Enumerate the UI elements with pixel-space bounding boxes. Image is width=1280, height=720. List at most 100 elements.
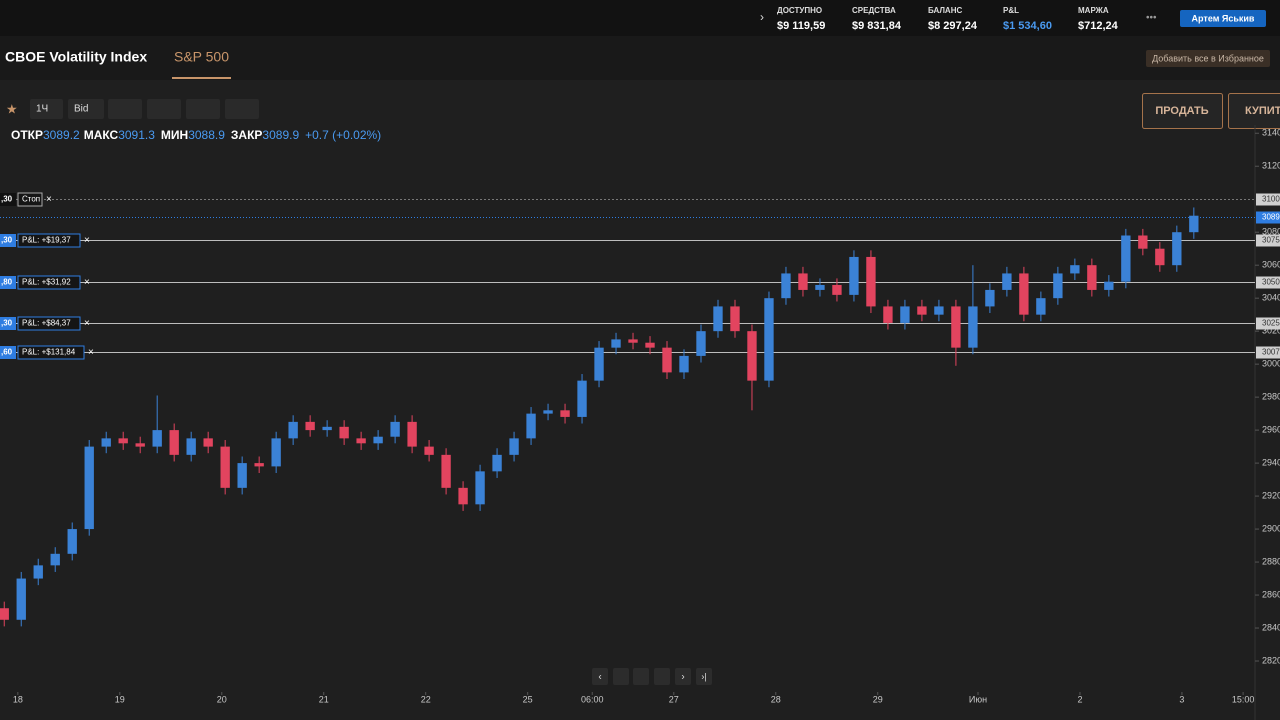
stat-value: $8 297,24: [928, 20, 978, 32]
y-tick-label: 2880: [1262, 556, 1280, 566]
ohlc-value: 3091.3: [118, 128, 155, 142]
user-name[interactable]: Артем Яськив: [1192, 13, 1255, 23]
candle-body: [1002, 273, 1012, 290]
x-tick-label: 15:00: [1232, 694, 1255, 704]
chart-type-button[interactable]: [108, 99, 142, 119]
axis-price-label: 3025.: [1262, 319, 1280, 328]
nav-button[interactable]: [613, 668, 629, 685]
buy-label[interactable]: КУПИТ: [1245, 105, 1280, 117]
order-tag: ,60: [1, 348, 13, 357]
candle-body: [390, 421, 400, 437]
order-label-box: [17, 345, 85, 360]
tab-bar: [0, 36, 1280, 80]
stat-label: ДОСТУПНО: [777, 6, 822, 15]
candle-body: [288, 421, 298, 439]
axis-price-box: [1256, 276, 1280, 289]
y-tick-label: 3000: [1262, 359, 1280, 369]
buy-button[interactable]: [1228, 93, 1280, 129]
candle-body: [611, 339, 621, 348]
y-tick-label: 2960: [1262, 424, 1280, 434]
indicators-button[interactable]: [147, 99, 181, 119]
favorites-button[interactable]: [1146, 50, 1270, 67]
nav-icon[interactable]: ‹: [598, 672, 601, 683]
x-tick-label: 28: [771, 694, 781, 704]
ohlc-value: 3088.9: [188, 128, 225, 142]
candle-body: [764, 298, 774, 381]
candle-body: [1036, 298, 1046, 315]
x-tick-label: 2: [1077, 694, 1082, 704]
star-icon[interactable]: ★: [6, 101, 18, 116]
nav-button[interactable]: [592, 668, 608, 685]
candle-body: [101, 438, 111, 447]
ohlc-label: МИН: [161, 128, 188, 142]
stat-label: P&L: [1003, 6, 1019, 15]
sell-button[interactable]: [1142, 93, 1223, 129]
order-label-box: [17, 316, 81, 331]
candle-body: [1121, 235, 1131, 282]
candle-body: [356, 438, 366, 444]
x-tick-label: 25: [523, 694, 533, 704]
stat-value: $9 119,59: [777, 20, 825, 32]
candle-body: [577, 380, 587, 417]
y-tick-label: 3020: [1262, 326, 1280, 336]
expand-icon[interactable]: ›: [760, 10, 764, 24]
order-close[interactable]: ×: [88, 347, 94, 358]
tab[interactable]: CBOE Volatility Index: [5, 49, 147, 65]
order-close[interactable]: ×: [84, 277, 90, 288]
nav-button[interactable]: [654, 668, 670, 685]
more-icon[interactable]: •••: [1146, 13, 1157, 24]
nav-icon[interactable]: ›|: [701, 671, 706, 681]
candle-body: [492, 454, 502, 472]
candle-body: [169, 430, 179, 455]
user-button[interactable]: [1180, 10, 1266, 27]
favorites-label[interactable]: Добавить все в Избранное: [1152, 53, 1264, 63]
draw-button[interactable]: [186, 99, 220, 119]
candle-body: [815, 284, 825, 290]
tab-active[interactable]: S&P 500: [174, 49, 229, 65]
ohlc-change: +0.7 (+0.02%): [305, 128, 381, 142]
nav-button[interactable]: [675, 668, 691, 685]
candle-body: [16, 578, 26, 620]
candle-body: [679, 355, 689, 373]
order-label: P&L: +$31,92: [22, 278, 71, 287]
candle-body: [322, 426, 332, 431]
order-label: P&L: +$84,37: [22, 319, 71, 328]
sell-label[interactable]: ПРОДАТЬ: [1155, 105, 1208, 117]
nav-icon[interactable]: ›: [681, 672, 684, 683]
y-tick-label: 3060: [1262, 260, 1280, 270]
interval-select[interactable]: [30, 99, 63, 119]
candle-body: [458, 487, 468, 505]
candle-body: [628, 339, 638, 343]
price-type-select[interactable]: [68, 99, 104, 119]
candle-body: [951, 306, 961, 348]
interval[interactable]: 1Ч: [36, 104, 48, 115]
price-type[interactable]: Bid: [74, 104, 88, 115]
top-bar: [0, 0, 1280, 36]
candle-body: [560, 410, 570, 417]
x-tick-label: 18: [13, 694, 23, 704]
order-close[interactable]: ×: [46, 194, 52, 205]
layers-button[interactable]: [225, 99, 259, 119]
order-close[interactable]: ×: [84, 235, 90, 246]
candle-body: [305, 421, 315, 431]
candle-body: [934, 306, 944, 315]
order-tag: ,30: [1, 236, 13, 245]
candle-body: [866, 256, 876, 307]
candle-body: [696, 331, 706, 356]
stat-value: $712,24: [1078, 20, 1119, 32]
y-tick-label: 2920: [1262, 490, 1280, 500]
nav-button[interactable]: [696, 668, 712, 685]
candle-body: [917, 306, 927, 315]
candle-body: [475, 471, 485, 505]
candle-body: [594, 347, 604, 381]
candle-body: [985, 289, 995, 307]
nav-button[interactable]: [633, 668, 649, 685]
candle-body: [730, 306, 740, 332]
stat-value: $9 831,84: [852, 20, 902, 32]
candle-body: [543, 410, 553, 414]
order-close[interactable]: ×: [84, 318, 90, 329]
candle-body: [1155, 248, 1165, 266]
order-label-box: [17, 275, 81, 290]
